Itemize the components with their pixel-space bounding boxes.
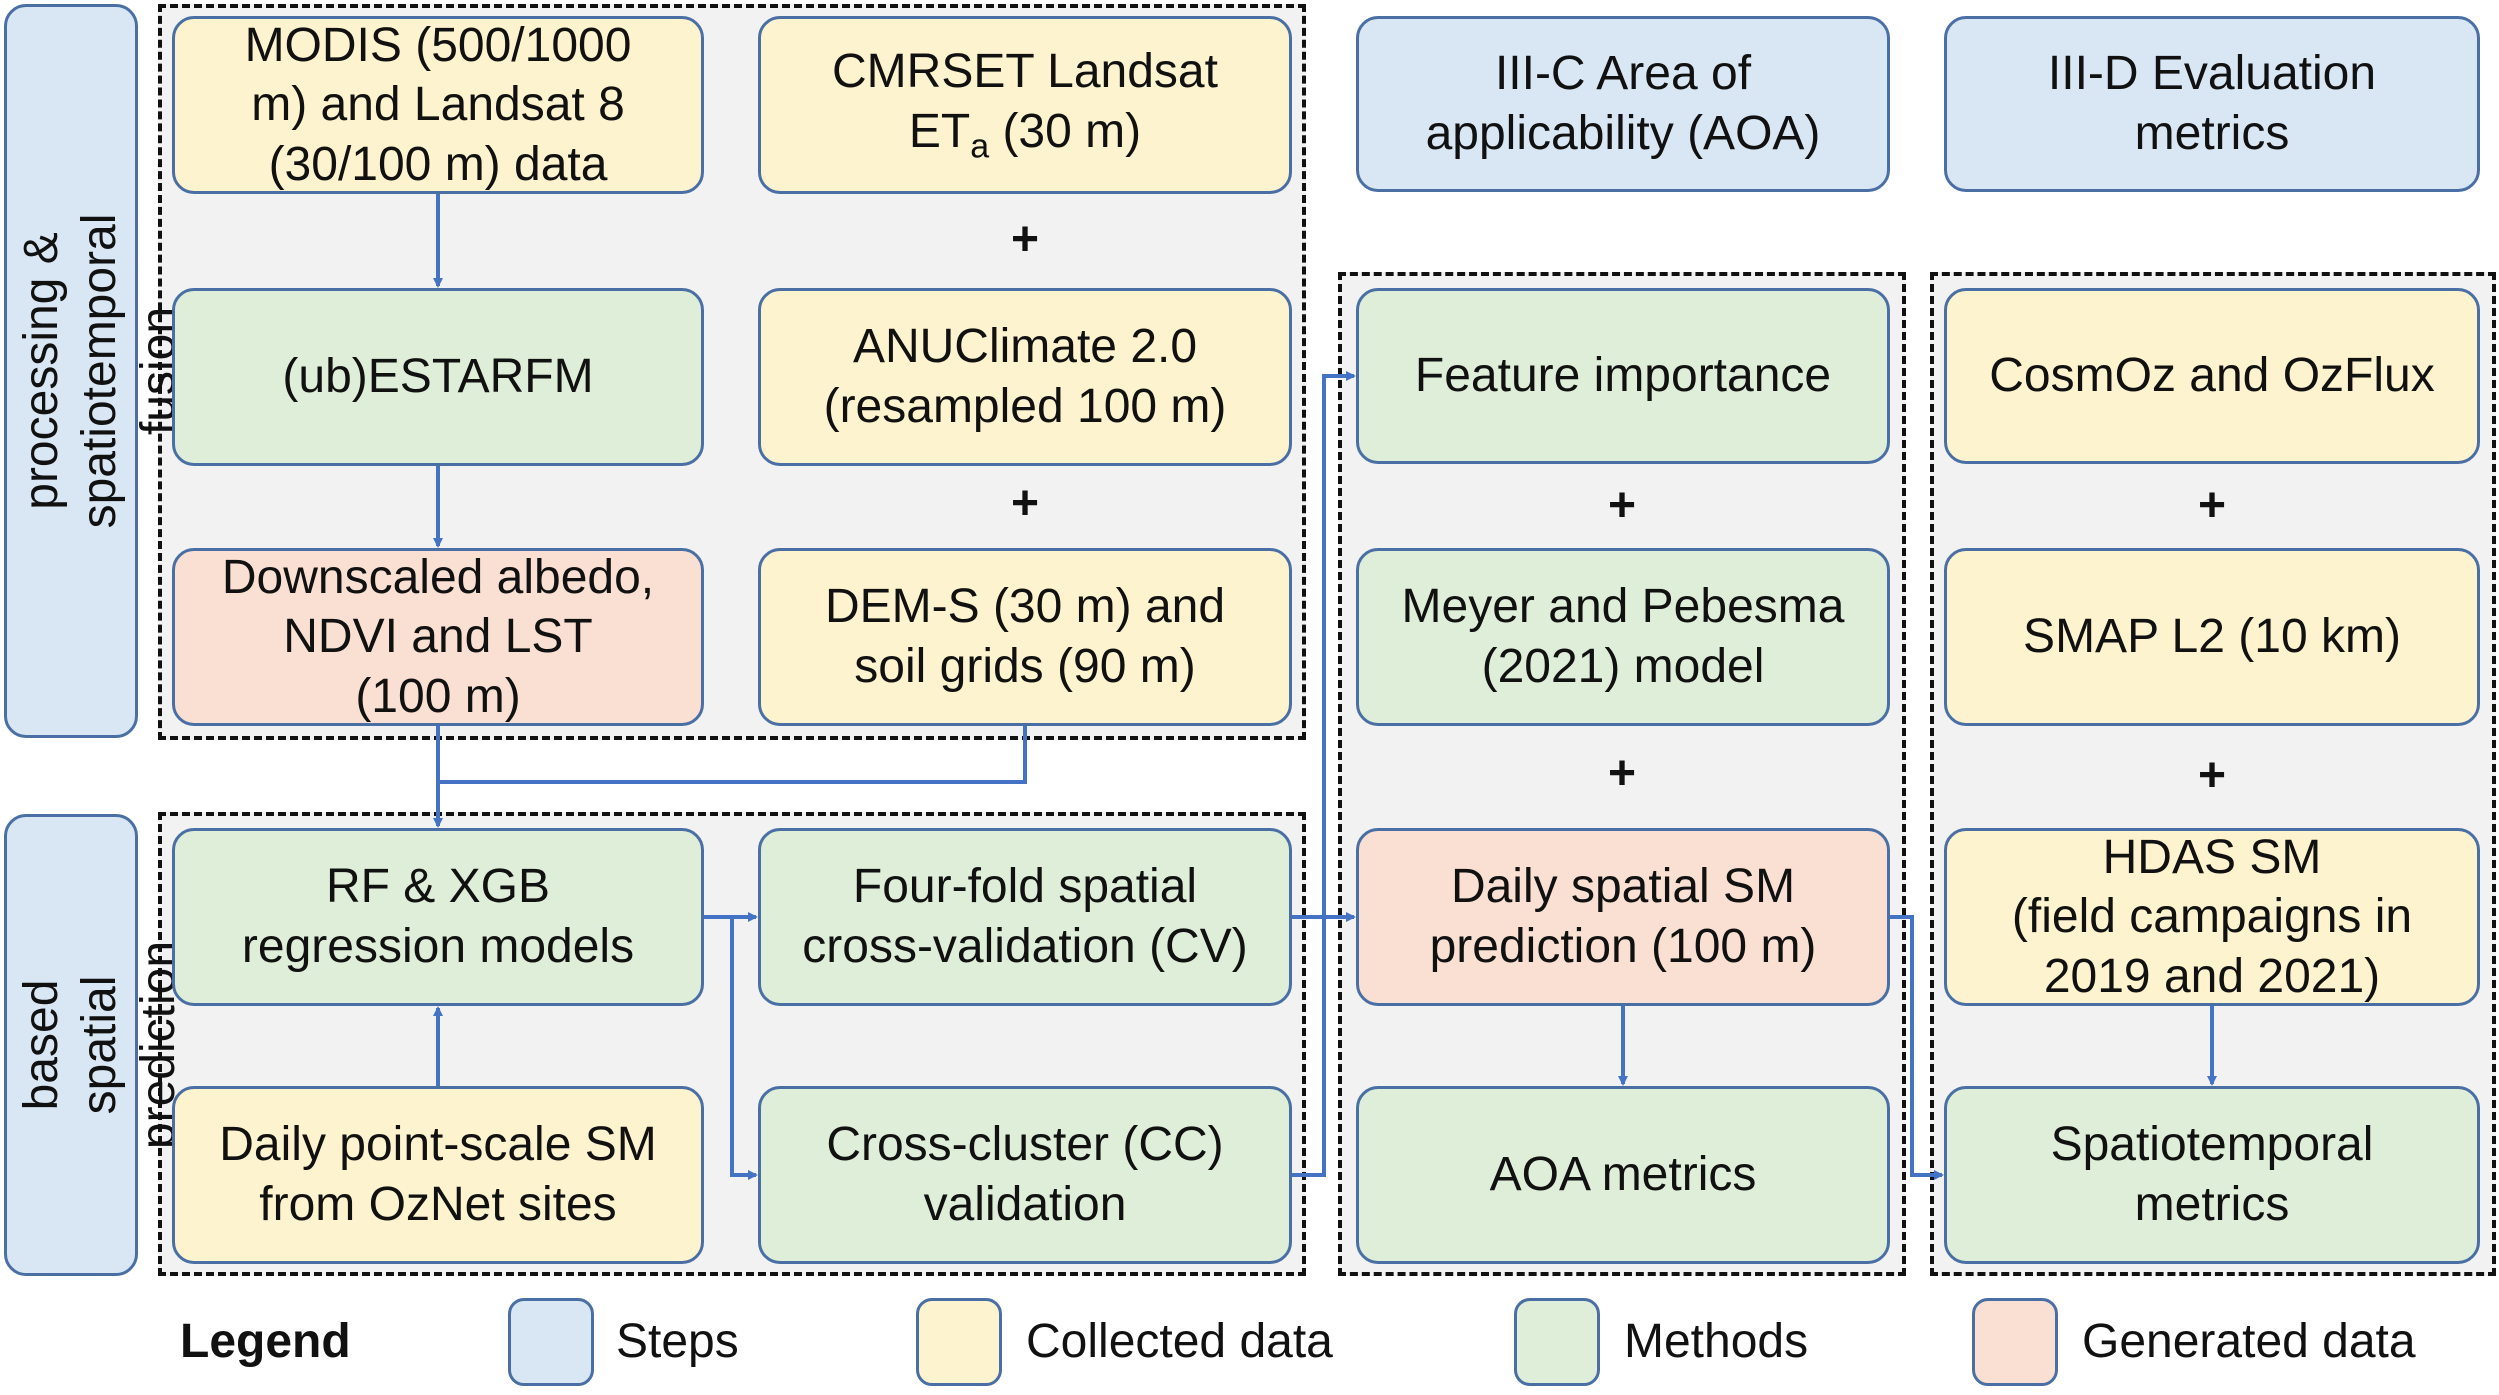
daily-spatial-sm-prediction-box: Daily spatial SM prediction (100 m)	[1356, 828, 1890, 1006]
aoa-metrics-box: AOA metrics	[1356, 1086, 1890, 1264]
step-aoa-header: III-C Area of applicability (AOA)	[1356, 16, 1890, 192]
anuclimate-box: ANUClimate 2.0 (resampled 100 m)	[758, 288, 1292, 466]
plus-sign: +	[2197, 479, 2227, 532]
plus-sign: +	[2197, 749, 2227, 802]
step-preprocessing-label: III-A Pre-processing & spatiotemporal fu…	[0, 213, 185, 529]
modis-landsat-box: MODIS (500/1000 m) and Landsat 8 (30/100…	[172, 16, 704, 194]
feature-importance-box: Feature importance	[1356, 288, 1890, 464]
legend-generated-swatch	[1972, 1298, 2058, 1386]
rf-xgb-models-box: RF & XGB regression models	[172, 828, 704, 1006]
smap-l2-box: SMAP L2 (10 km)	[1944, 548, 2480, 726]
cross-cluster-validation-box: Cross-cluster (CC) validation	[758, 1086, 1292, 1264]
cmrset-landsat-text: CMRSET Landsat ETa (30 m)	[832, 42, 1218, 167]
cosmoz-ozflux-box: CosmOz and OzFlux	[1944, 288, 2480, 464]
legend-steps-swatch	[508, 1298, 594, 1386]
daily-point-sm-box: Daily point-scale SM from OzNet sites	[172, 1086, 704, 1264]
legend-collected-swatch	[916, 1298, 1002, 1386]
downscaled-albedo-box: Downscaled albedo, NDVI and LST (100 m)	[172, 548, 704, 726]
legend-methods-label: Methods	[1624, 1315, 1809, 1368]
plus-sign: +	[1607, 479, 1637, 532]
fourfold-cv-box: Four-fold spatial cross-validation (CV)	[758, 828, 1292, 1006]
legend-title: Legend	[180, 1315, 351, 1368]
cmrset-subscript: a	[970, 127, 990, 166]
dem-soil-grids-box: DEM-S (30 m) and soil grids (90 m)	[758, 548, 1292, 726]
step-preprocessing-sidebar: III-A Pre-processing & spatiotemporal fu…	[0, 4, 185, 738]
spatiotemporal-metrics-box: Spatiotemporal metrics	[1944, 1086, 2480, 1264]
meyer-pebesma-model-box: Meyer and Pebesma (2021) model	[1356, 548, 1890, 726]
plus-sign: +	[1010, 477, 1040, 530]
plus-sign: +	[1607, 747, 1637, 800]
hdas-sm-box: HDAS SM (field campaigns in 2019 and 202…	[1944, 828, 2480, 1006]
cmrset-suffix: (30 m)	[989, 104, 1142, 158]
legend-generated-label: Generated data	[2082, 1315, 2416, 1368]
plus-sign: +	[1010, 213, 1040, 266]
cmrset-prefix: CMRSET Landsat ET	[832, 45, 1218, 158]
legend-collected-label: Collected data	[1026, 1315, 1333, 1368]
ubestarfm-box: (ub)ESTARFM	[172, 288, 704, 466]
step-evaluation-header: III-D Evaluation metrics	[1944, 16, 2480, 192]
step-ml-prediction-sidebar: III-B ML-based spatial prediction	[0, 814, 185, 1276]
step-ml-prediction-label: III-B ML-based spatial prediction	[0, 940, 185, 1150]
legend-steps-label: Steps	[616, 1315, 739, 1368]
legend-methods-swatch	[1514, 1298, 1600, 1386]
cmrset-landsat-box: CMRSET Landsat ETa (30 m)	[758, 16, 1292, 194]
